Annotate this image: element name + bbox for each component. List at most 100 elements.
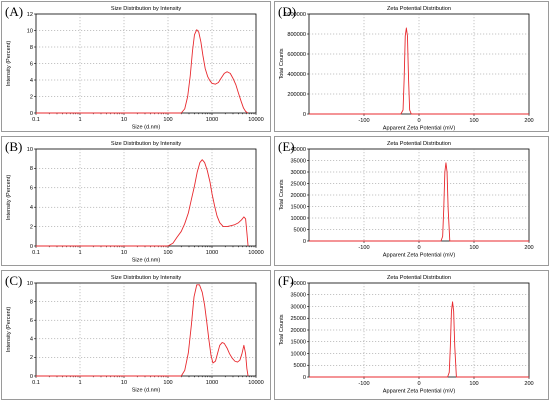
y-tick-label: 10000	[290, 351, 306, 357]
series-line	[309, 162, 529, 242]
x-tick-label: 0.1	[32, 250, 40, 256]
x-tick-label: 200	[524, 245, 533, 251]
panel-letter: (A)	[5, 4, 23, 19]
panel-e: (E) Zeta Potential Distribution 0 5000 10000…	[274, 136, 549, 266]
chart-title: Size Distribution by Intensity	[111, 275, 181, 281]
y-tick-label: 5000	[294, 363, 306, 369]
y-tick-label: 8	[30, 45, 33, 51]
x-tick-label: 100	[469, 118, 478, 124]
y-tick-label: 2	[30, 94, 33, 100]
y-tick-label: 0	[303, 112, 306, 118]
y-tick-label: 35000	[290, 293, 306, 299]
y-tick-label: 0	[30, 374, 33, 380]
x-tick-label: 10000	[248, 250, 264, 256]
panel-letter: (B)	[5, 139, 22, 154]
panel-a: (A) Size Distribution by Intensity0246810…	[1, 1, 271, 132]
plot-area	[35, 282, 257, 377]
y-axis-label: Total Counts	[279, 48, 285, 79]
x-axis-label: Size (d.nm)	[132, 258, 161, 264]
y-tick-label: 1000000	[284, 12, 306, 18]
x-tick-label: 1	[78, 380, 81, 386]
y-tick-label: 2	[30, 355, 33, 361]
series-line	[36, 284, 249, 377]
y-tick-label: 40000	[290, 147, 306, 153]
y-tick-label: 800000	[287, 32, 306, 38]
chart-title: Zeta Potential Distribution	[387, 275, 451, 281]
x-axis-label: Size (d.nm)	[132, 388, 161, 394]
y-axis-label: Total Counts	[279, 179, 285, 210]
y-tick-label: 4	[30, 205, 33, 211]
x-tick-label: 200	[524, 381, 533, 387]
x-tick-label: 1000	[206, 250, 218, 256]
panel-c: (C) Size Distribution by Intensity0246810…	[1, 270, 271, 400]
panel-letter: (C)	[5, 273, 22, 288]
y-tick-label: 200000	[287, 92, 306, 98]
plot-area	[308, 13, 530, 115]
y-axis-label: Intensity (Percent)	[6, 307, 12, 353]
y-tick-label: 6	[30, 61, 33, 67]
y-tick-label: 0	[30, 244, 33, 250]
y-tick-label: 10000	[290, 216, 306, 222]
y-tick-label: 10	[27, 281, 33, 287]
plot-area	[35, 148, 257, 247]
y-tick-label: 0	[303, 375, 306, 381]
y-tick-label: 30000	[290, 304, 306, 310]
series-line	[36, 159, 249, 247]
x-tick-label: 1000	[206, 117, 218, 123]
y-tick-label: 30000	[290, 170, 306, 176]
series-line	[309, 301, 529, 378]
chart-title: Zeta Potential Distribution	[387, 141, 451, 147]
y-tick-label: 4	[30, 78, 33, 84]
x-tick-label: -100	[358, 118, 369, 124]
x-axis-label: Apparent Zeta Potential (mV)	[383, 126, 456, 132]
series-line	[309, 27, 529, 115]
x-tick-label: 1	[78, 250, 81, 256]
x-tick-label: 100	[163, 117, 172, 123]
x-tick-label: 10	[121, 380, 127, 386]
panel-letter: (F)	[278, 273, 294, 288]
x-tick-label: 100	[469, 381, 478, 387]
panel-letter: (E)	[278, 139, 295, 154]
y-tick-label: 600000	[287, 52, 306, 58]
y-tick-label: 0	[303, 239, 306, 245]
x-tick-label: 10	[121, 250, 127, 256]
x-tick-label: 1	[78, 117, 81, 123]
x-tick-label: 1000	[206, 380, 218, 386]
x-tick-label: 100	[163, 380, 172, 386]
y-tick-label: 12	[27, 12, 33, 18]
x-tick-label: 0	[417, 245, 420, 251]
chart-title: Zeta Potential Distribution	[387, 6, 451, 12]
y-axis-label: Total Counts	[279, 314, 285, 345]
x-tick-label: 100	[163, 250, 172, 256]
y-tick-label: 6	[30, 318, 33, 324]
chart-title: Size Distribution by Intensity	[111, 6, 181, 12]
y-tick-label: 5000	[294, 227, 306, 233]
y-tick-label: 0	[30, 111, 33, 117]
y-tick-label: 20000	[290, 328, 306, 334]
panel-letter: (D)	[278, 4, 296, 19]
y-tick-label: 40000	[290, 281, 306, 287]
series-line	[36, 29, 249, 114]
x-tick-label: 10000	[248, 117, 264, 123]
chart-title: Size Distribution by Intensity	[111, 141, 181, 147]
y-tick-label: 6	[30, 186, 33, 192]
x-tick-label: 0	[417, 381, 420, 387]
x-axis-label: Apparent Zeta Potential (mV)	[383, 389, 456, 395]
x-axis-label: Size (d.nm)	[132, 125, 161, 131]
y-axis-label: Intensity (Percent)	[6, 175, 12, 221]
x-tick-label: -100	[358, 381, 369, 387]
x-tick-label: -100	[358, 245, 369, 251]
x-tick-label: 10000	[248, 380, 264, 386]
y-tick-label: 2	[30, 224, 33, 230]
x-tick-label: 100	[469, 245, 478, 251]
y-tick-label: 15000	[290, 204, 306, 210]
x-tick-label: 0.1	[32, 117, 40, 123]
y-tick-label: 10	[27, 28, 33, 34]
panel-f: (F) Zeta Potential Distribution 0 5000 10000…	[274, 270, 549, 400]
panel-b: (B) Size Distribution by Intensity0246810…	[1, 136, 271, 266]
x-tick-label: 200	[524, 118, 533, 124]
y-tick-label: 10	[27, 147, 33, 153]
y-tick-label: 8	[30, 166, 33, 172]
y-tick-label: 20000	[290, 193, 306, 199]
